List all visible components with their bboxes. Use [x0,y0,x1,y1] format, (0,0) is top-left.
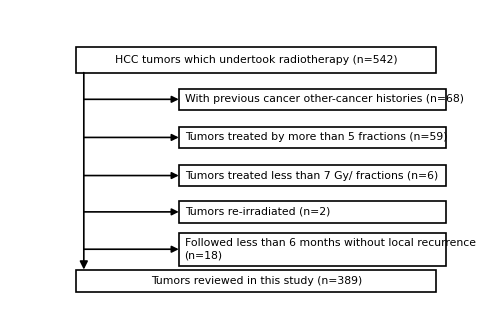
Text: HCC tumors which undertook radiotherapy (n=542): HCC tumors which undertook radiotherapy … [115,55,398,65]
FancyBboxPatch shape [179,233,446,266]
FancyBboxPatch shape [179,165,446,186]
Text: Tumors treated by more than 5 fractions (n=59): Tumors treated by more than 5 fractions … [184,132,447,143]
FancyBboxPatch shape [179,127,446,148]
Text: Tumors re-irradiated (n=2): Tumors re-irradiated (n=2) [184,207,330,217]
FancyBboxPatch shape [179,88,446,110]
FancyBboxPatch shape [179,201,446,223]
Text: Tumors reviewed in this study (n=389): Tumors reviewed in this study (n=389) [150,276,362,286]
Text: Followed less than 6 months without local recurrence
(n=18): Followed less than 6 months without loca… [184,238,476,260]
Text: Tumors treated less than 7 Gy/ fractions (n=6): Tumors treated less than 7 Gy/ fractions… [184,171,438,181]
FancyBboxPatch shape [76,47,436,73]
Text: With previous cancer other-cancer histories (n=68): With previous cancer other-cancer histor… [184,94,464,104]
FancyBboxPatch shape [76,270,436,292]
